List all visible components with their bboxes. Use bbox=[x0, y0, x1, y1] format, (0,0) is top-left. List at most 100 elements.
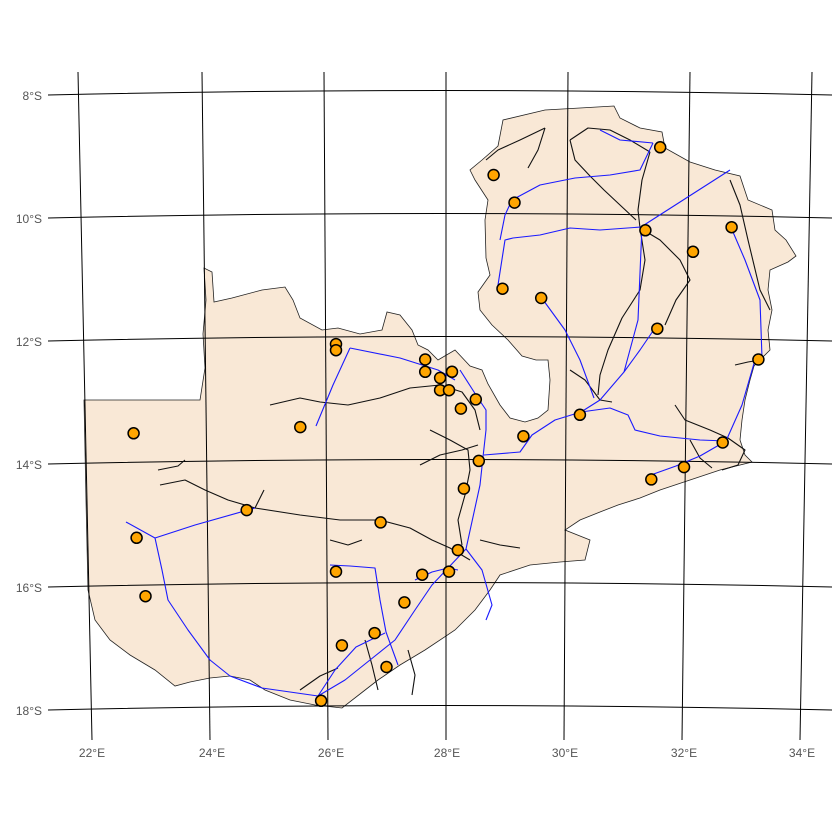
river-line bbox=[329, 539, 363, 546]
city-marker bbox=[398, 596, 411, 609]
road-segment bbox=[465, 548, 493, 621]
city-marker bbox=[752, 353, 765, 366]
road-segment bbox=[317, 632, 386, 697]
river-line bbox=[527, 127, 546, 169]
road-segment bbox=[647, 440, 727, 477]
y-tick-label: 16°S bbox=[16, 581, 42, 595]
city-marker bbox=[469, 393, 483, 406]
y-tick-label: 14°S bbox=[16, 458, 42, 472]
river-line bbox=[729, 179, 771, 311]
parallel-12s bbox=[47, 336, 833, 342]
city-marker bbox=[716, 436, 729, 449]
river-line bbox=[479, 539, 521, 549]
city-marker bbox=[442, 565, 456, 578]
road-segment bbox=[315, 347, 351, 427]
city-marker bbox=[415, 568, 429, 581]
city-marker bbox=[294, 420, 307, 434]
road-segment bbox=[729, 224, 763, 359]
parallel-8s bbox=[47, 90, 833, 96]
road-segment bbox=[125, 507, 256, 539]
river-network bbox=[157, 127, 771, 696]
city-marker bbox=[573, 408, 587, 422]
city-marker bbox=[442, 383, 456, 397]
road-segment bbox=[623, 327, 656, 373]
parallel-18s bbox=[47, 705, 833, 711]
river-line bbox=[364, 639, 379, 691]
river-line bbox=[407, 649, 416, 696]
city-marker bbox=[433, 371, 447, 385]
city-marker bbox=[639, 224, 652, 237]
meridian-32e bbox=[681, 71, 691, 741]
parallel-14s bbox=[47, 459, 833, 465]
meridian-22e bbox=[77, 71, 93, 741]
city-marker bbox=[418, 353, 432, 366]
city-marker bbox=[374, 516, 387, 529]
meridian-34e bbox=[799, 71, 813, 741]
city-marker bbox=[335, 639, 349, 652]
city-marker bbox=[517, 430, 530, 443]
parallel-10s bbox=[47, 213, 833, 219]
road-segment bbox=[540, 296, 595, 399]
y-tick-label: 12°S bbox=[16, 335, 42, 349]
city-marker bbox=[653, 141, 667, 154]
city-marker bbox=[725, 220, 738, 234]
road-segment bbox=[497, 226, 642, 286]
city-marker bbox=[508, 196, 521, 209]
city-marker bbox=[496, 282, 509, 295]
graticule bbox=[47, 71, 833, 741]
river-line bbox=[485, 127, 546, 161]
city-marker bbox=[487, 168, 500, 182]
zambia-territory bbox=[83, 105, 797, 709]
city-marker bbox=[127, 427, 140, 440]
road-segment bbox=[329, 564, 399, 666]
city-marker bbox=[677, 460, 691, 474]
river-line bbox=[159, 479, 265, 509]
parallel-16s bbox=[47, 582, 833, 588]
x-tick-label: 22°E bbox=[79, 746, 105, 760]
city-marker bbox=[329, 343, 343, 357]
road-segment bbox=[154, 537, 319, 697]
city-marker bbox=[472, 454, 486, 468]
meridian-24e bbox=[201, 71, 211, 741]
axis-tick-labels: 22°E 24°E 26°E 28°E 30°E 32°E 34°E 8°S 1… bbox=[16, 89, 815, 760]
x-tick-label: 34°E bbox=[789, 746, 815, 760]
city-marker bbox=[686, 245, 700, 259]
river-line bbox=[569, 139, 637, 221]
river-line bbox=[157, 459, 186, 471]
city-marker bbox=[651, 322, 664, 335]
city-marker bbox=[329, 565, 343, 578]
city-marker bbox=[418, 365, 432, 379]
city-marker bbox=[457, 482, 471, 495]
meridian-26e bbox=[323, 71, 329, 741]
y-tick-label: 18°S bbox=[16, 704, 42, 718]
city-markers bbox=[127, 141, 765, 708]
river-line bbox=[689, 439, 713, 469]
river-line bbox=[419, 444, 479, 466]
city-marker bbox=[240, 503, 253, 517]
road-segment bbox=[599, 129, 654, 144]
river-line bbox=[569, 127, 651, 153]
x-tick-label: 32°E bbox=[671, 746, 697, 760]
road-segment bbox=[511, 142, 654, 201]
river-line bbox=[639, 227, 691, 326]
city-marker bbox=[130, 531, 143, 545]
city-marker bbox=[534, 291, 548, 305]
river-line bbox=[269, 384, 481, 431]
road-segment bbox=[640, 169, 731, 228]
city-marker bbox=[380, 660, 393, 674]
river-line bbox=[299, 667, 339, 691]
city-marker bbox=[454, 402, 468, 415]
y-tick-label: 8°S bbox=[23, 89, 42, 103]
city-marker bbox=[451, 543, 465, 557]
city-marker bbox=[139, 589, 152, 603]
x-tick-label: 26°E bbox=[318, 746, 344, 760]
y-tick-label: 10°S bbox=[16, 212, 42, 226]
river-line bbox=[569, 369, 613, 403]
meridian-30e bbox=[563, 71, 569, 741]
river-line bbox=[254, 507, 471, 561]
city-marker bbox=[368, 626, 381, 640]
river-line bbox=[429, 429, 471, 546]
city-marker bbox=[445, 365, 459, 379]
road-segment bbox=[349, 347, 456, 381]
